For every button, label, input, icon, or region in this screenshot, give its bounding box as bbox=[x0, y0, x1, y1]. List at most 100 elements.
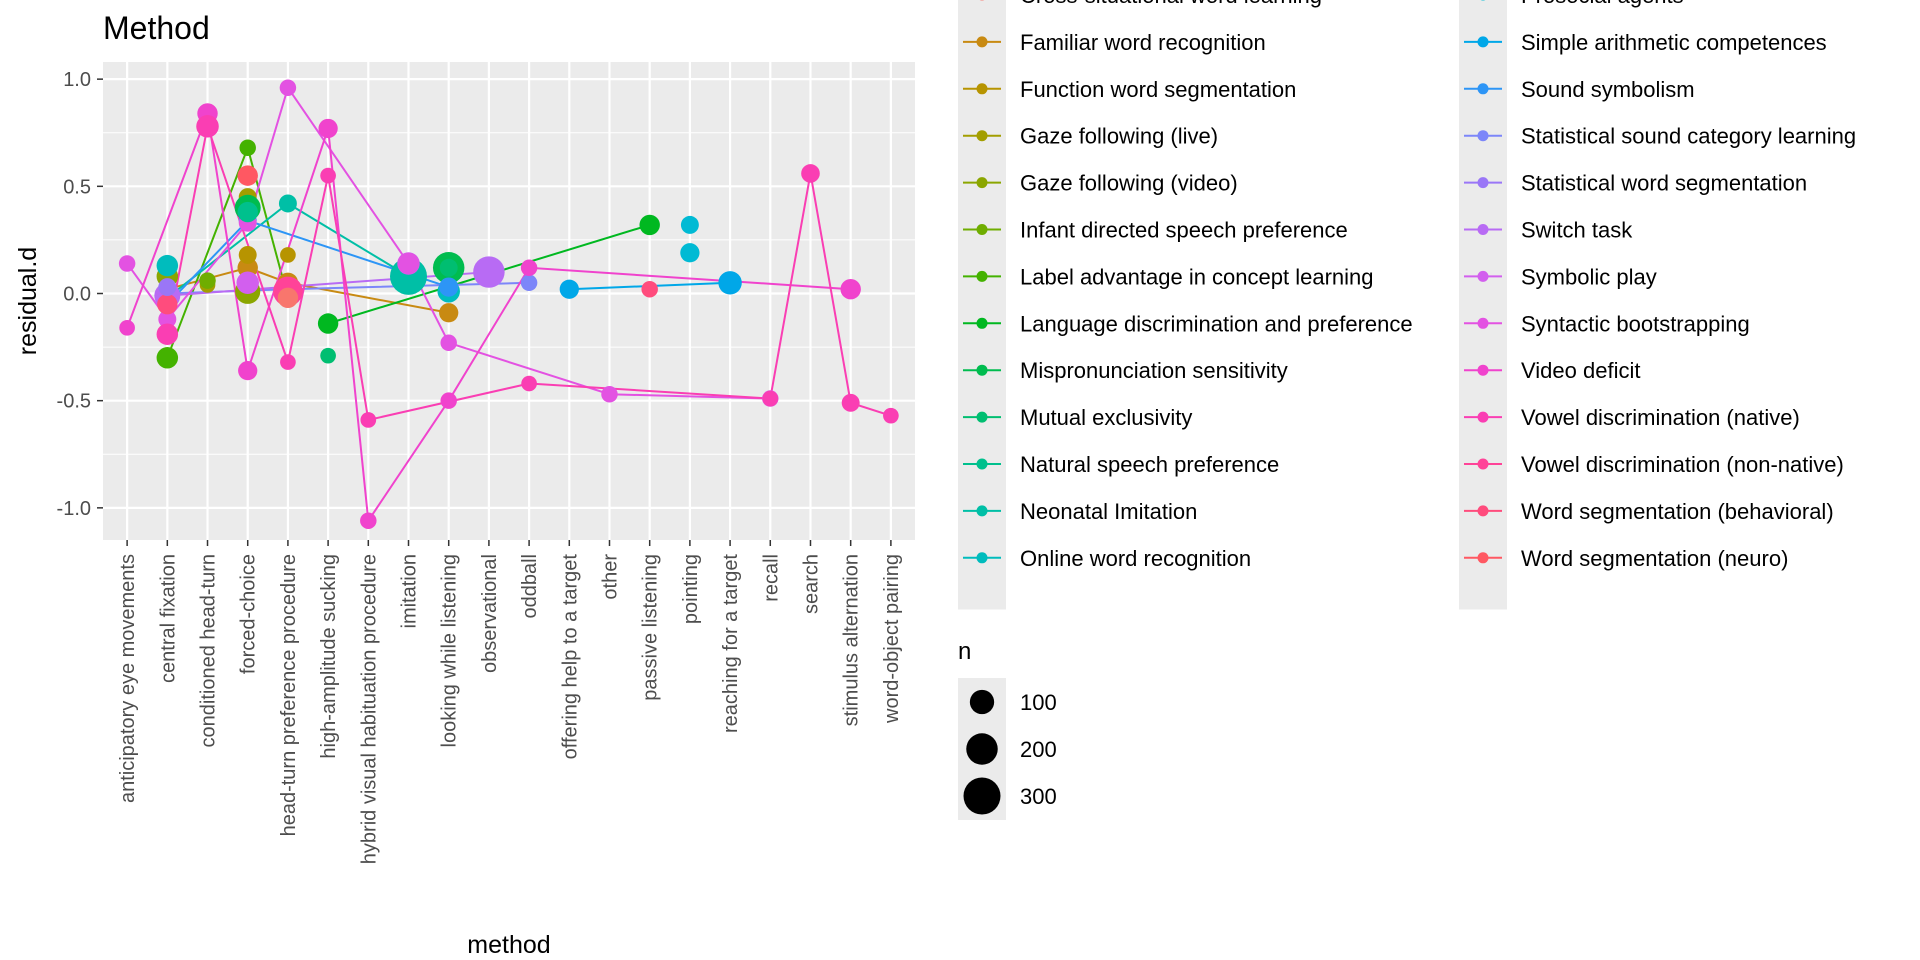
data-point bbox=[762, 390, 779, 407]
size-legend-point bbox=[969, 689, 995, 715]
data-point bbox=[520, 259, 538, 277]
data-point bbox=[360, 512, 377, 529]
data-point bbox=[157, 294, 178, 315]
size-legend-point bbox=[966, 733, 998, 765]
legend-label: Cross-situational word learning bbox=[1020, 0, 1322, 8]
data-point bbox=[156, 254, 179, 277]
data-point bbox=[439, 277, 459, 297]
data-point bbox=[158, 278, 177, 297]
legend-key-point bbox=[1477, 411, 1489, 423]
legend-label: Online word recognition bbox=[1020, 546, 1251, 571]
size-legend-label: 200 bbox=[1020, 737, 1057, 762]
legend-label: Switch task bbox=[1521, 218, 1633, 243]
data-point bbox=[439, 258, 458, 277]
size-legend-title: n bbox=[958, 638, 971, 665]
legend-key-point bbox=[1477, 552, 1489, 564]
x-tick-label: looking while listening bbox=[439, 554, 461, 747]
data-point bbox=[317, 313, 339, 334]
data-point bbox=[199, 272, 216, 289]
data-point bbox=[641, 280, 658, 298]
legend: Cross-situational word learning Familiar … bbox=[958, 0, 1856, 820]
legend-key-point bbox=[1477, 317, 1489, 329]
data-point bbox=[883, 407, 899, 424]
legend-label: Label advantage in concept learning bbox=[1020, 264, 1374, 289]
y-axis-title: residual.d bbox=[14, 247, 42, 355]
x-tick-label: recall bbox=[760, 554, 782, 602]
data-point bbox=[360, 412, 377, 428]
data-point bbox=[680, 215, 699, 234]
x-tick-label: passive listening bbox=[640, 554, 662, 701]
legend-label: Simple arithmetic competences bbox=[1521, 30, 1827, 55]
data-point bbox=[278, 194, 297, 213]
legend-key-point bbox=[976, 36, 988, 48]
legend-key-point bbox=[979, 0, 985, 1]
data-point bbox=[680, 243, 700, 263]
data-point bbox=[397, 252, 420, 275]
data-point bbox=[639, 214, 660, 236]
data-point bbox=[521, 375, 537, 392]
legend-label: Neonatal Imitation bbox=[1020, 499, 1197, 524]
data-point bbox=[718, 271, 742, 295]
legend-label: Mispronunciation sensitivity bbox=[1020, 358, 1288, 383]
data-point bbox=[280, 354, 296, 370]
data-point bbox=[238, 245, 257, 264]
data-point bbox=[320, 347, 336, 364]
legend-label: Infant directed speech preference bbox=[1020, 218, 1348, 243]
legend-label: Function word segmentation bbox=[1020, 77, 1296, 102]
x-tick-label: head-turn preference procedure bbox=[278, 554, 300, 836]
y-tick-label: 0.5 bbox=[63, 176, 91, 198]
size-legend-label: 300 bbox=[1020, 784, 1057, 809]
x-tick-label: word-object pairing bbox=[881, 554, 903, 724]
data-point bbox=[280, 247, 296, 263]
x-tick-label: observational bbox=[479, 554, 501, 673]
legend-key-point bbox=[1477, 505, 1489, 517]
data-point bbox=[318, 118, 338, 139]
legend-label: Language discrimination and preference bbox=[1020, 311, 1413, 336]
legend-label: Word segmentation (behavioral) bbox=[1521, 499, 1834, 524]
legend-key-point bbox=[976, 177, 988, 189]
data-point bbox=[237, 201, 258, 223]
data-point bbox=[601, 385, 618, 403]
legend-label: Vowel discrimination (native) bbox=[1521, 405, 1800, 430]
legend-key-point bbox=[1477, 36, 1489, 48]
data-point bbox=[279, 79, 297, 96]
x-axis-title: method bbox=[467, 931, 550, 959]
x-tick-label: hybrid visual habituation procedure bbox=[358, 554, 380, 864]
legend-label: Prosocial agents bbox=[1521, 0, 1684, 8]
legend-key-point bbox=[976, 411, 988, 423]
x-tick-label: search bbox=[800, 554, 822, 614]
legend-label: Syntactic bootstrapping bbox=[1521, 311, 1750, 336]
x-tick-label: pointing bbox=[680, 554, 702, 624]
legend-label: Natural speech preference bbox=[1020, 452, 1279, 477]
data-point bbox=[840, 279, 861, 300]
data-point bbox=[237, 165, 258, 186]
legend-label: Statistical word segmentation bbox=[1521, 171, 1807, 196]
legend-label: Statistical sound category learning bbox=[1521, 124, 1856, 149]
x-tick-label: high-amplitude sucking bbox=[318, 554, 340, 759]
data-point bbox=[801, 164, 820, 183]
legend-key-point bbox=[1477, 130, 1489, 142]
data-point bbox=[439, 303, 459, 323]
y-tick-label: -0.5 bbox=[57, 391, 91, 413]
data-point bbox=[440, 392, 457, 409]
legend-key-point bbox=[976, 317, 988, 329]
data-point bbox=[841, 393, 860, 412]
data-point bbox=[239, 139, 256, 156]
legend-key-point bbox=[1477, 270, 1489, 282]
legend-key-point bbox=[976, 270, 988, 282]
data-point bbox=[158, 310, 177, 329]
legend-key-point bbox=[976, 552, 988, 564]
legend-key-point bbox=[976, 364, 988, 376]
data-point bbox=[520, 274, 538, 292]
size-legend-point bbox=[963, 777, 1001, 815]
legend-label: Mutual exclusivity bbox=[1020, 405, 1192, 430]
data-point bbox=[320, 167, 336, 184]
legend-key-point bbox=[1477, 458, 1489, 470]
legend-key-point bbox=[1480, 0, 1486, 1]
series-line bbox=[126, 85, 771, 400]
x-tick-label: stimulus alternation bbox=[841, 554, 863, 726]
chart-title: Method bbox=[103, 10, 210, 46]
x-tick-label: oddball bbox=[519, 554, 541, 619]
x-tick-label: other bbox=[599, 554, 621, 600]
legend-label: Familiar word recognition bbox=[1020, 30, 1266, 55]
